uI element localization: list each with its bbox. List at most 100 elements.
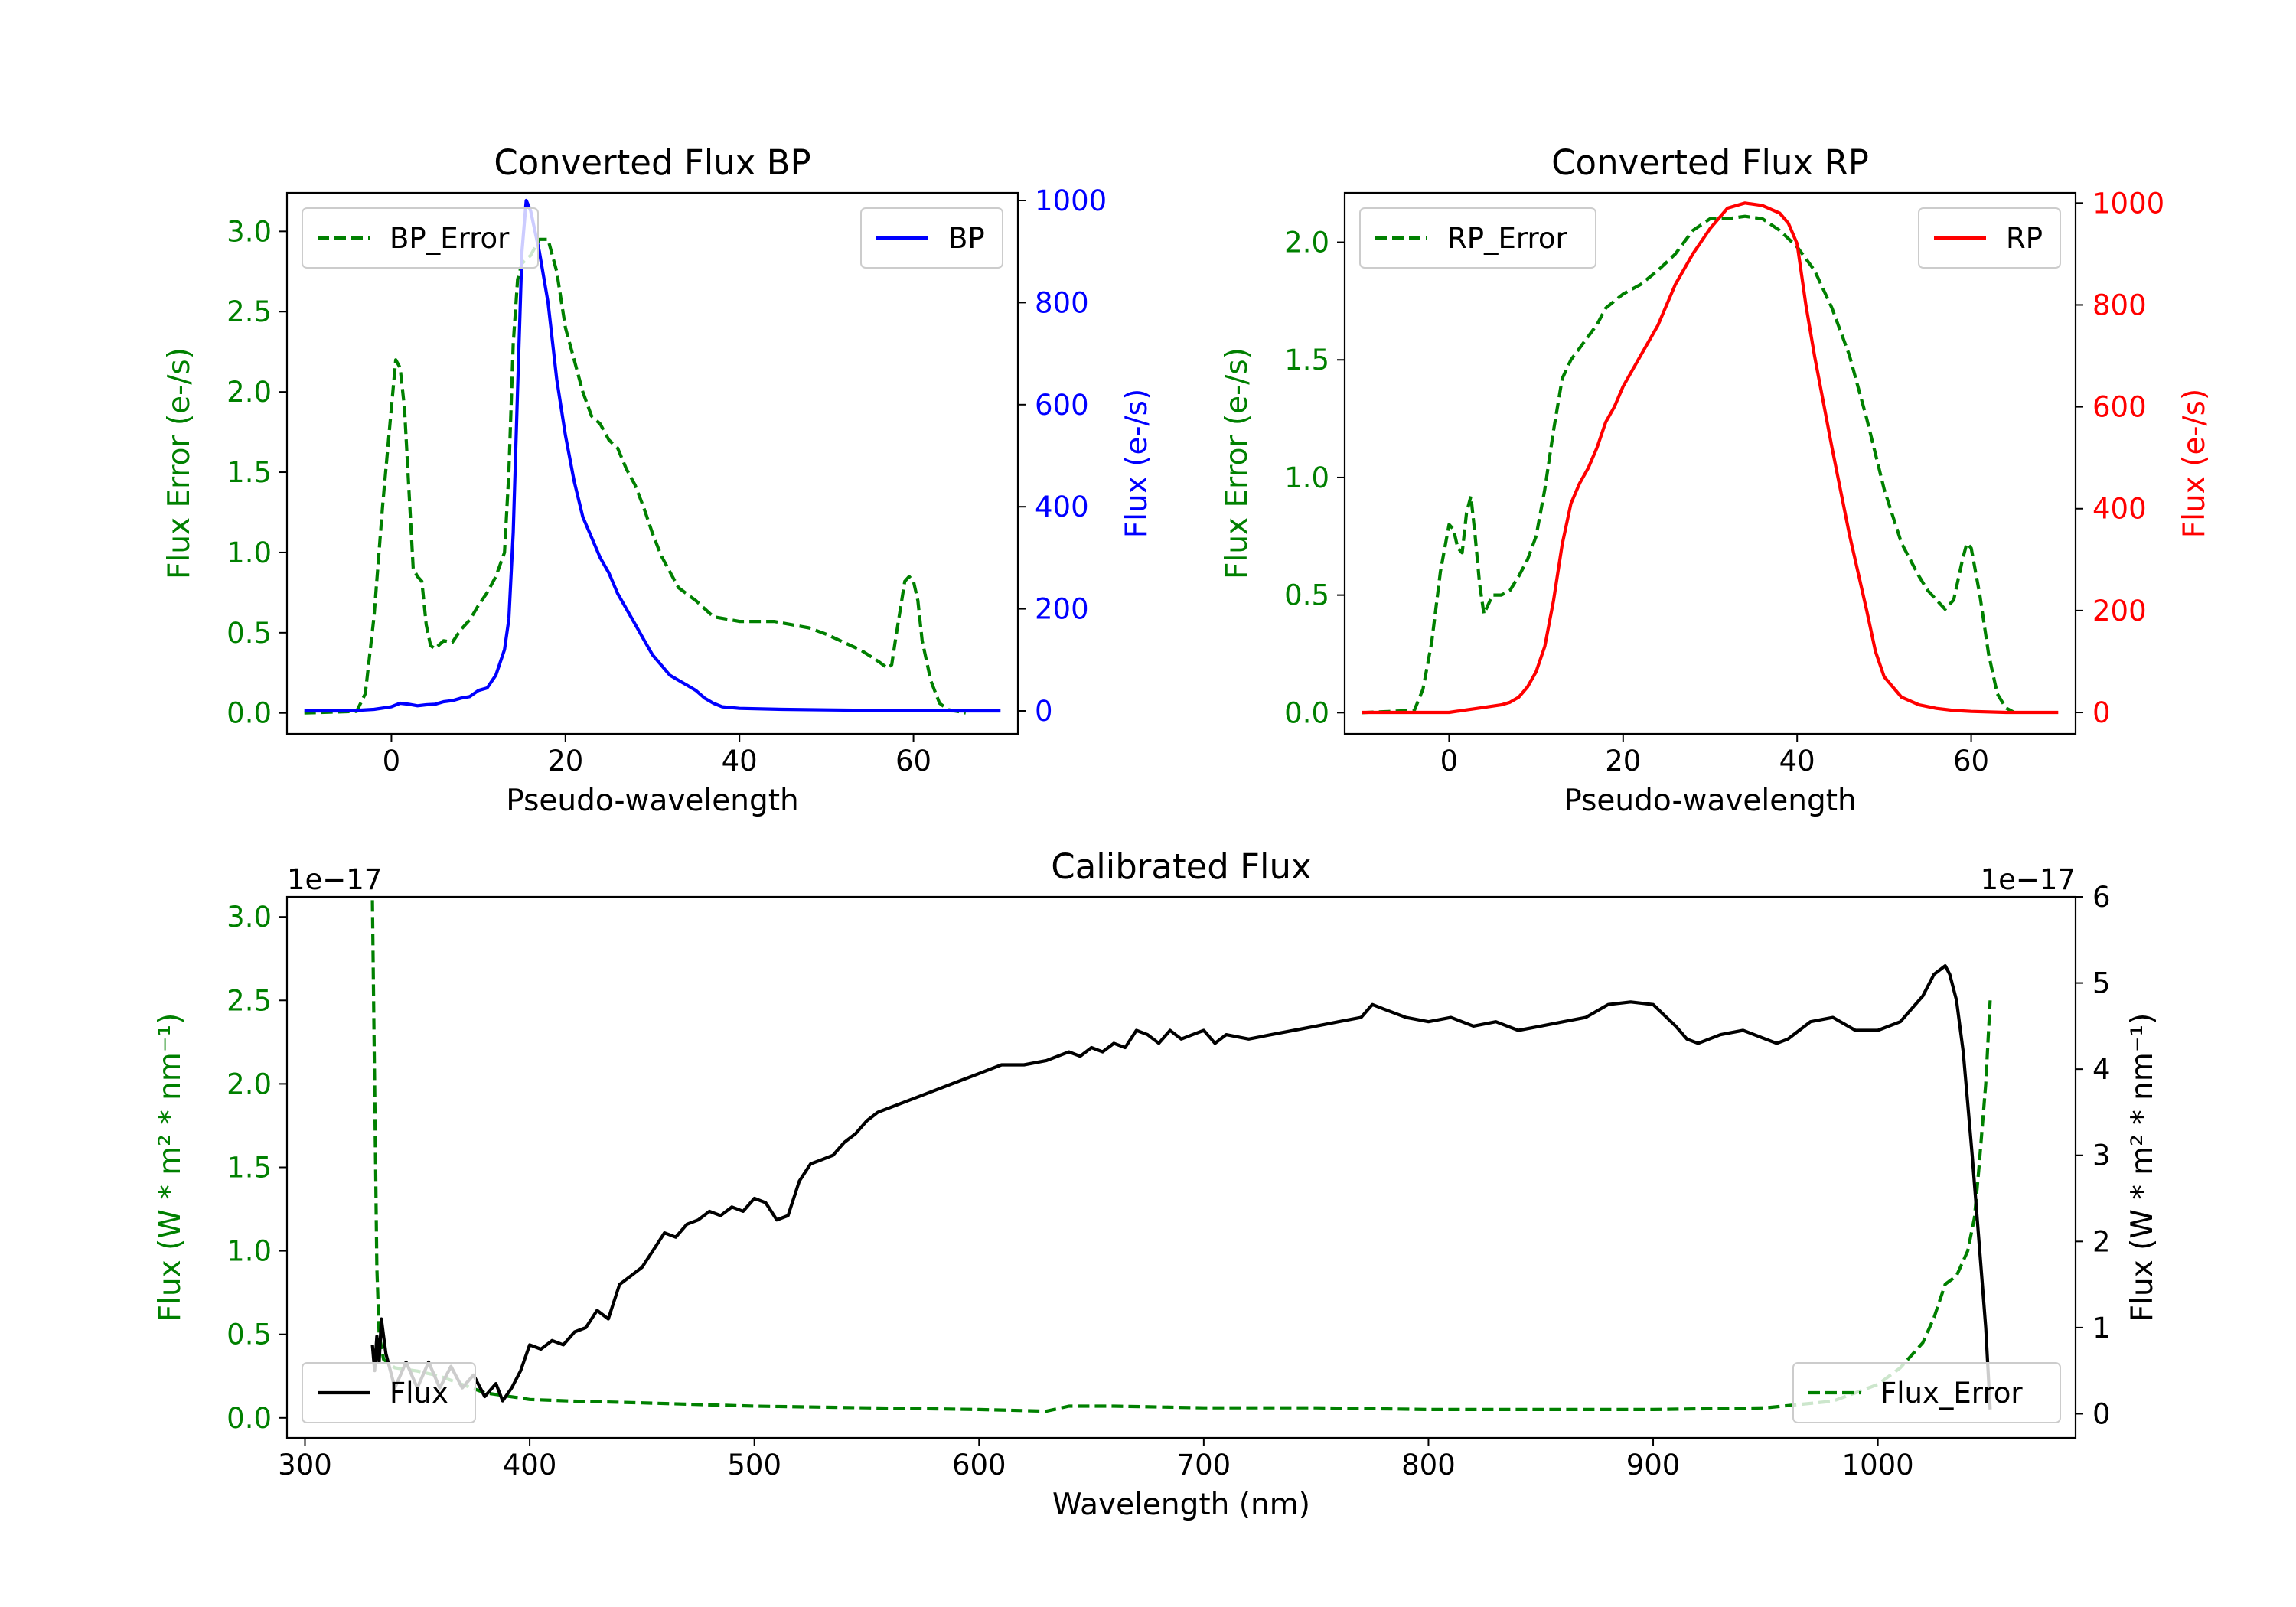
right-y-tick-label: 200 <box>2092 595 2147 627</box>
legend-bp-error: BP_Error <box>302 207 539 269</box>
cal-chart: 300 400 500 600 700 800 900 1000 0.0 0.5 1.0 1.5 2.0… <box>153 846 2160 1522</box>
left-y-tick-label: 2.5 <box>227 295 272 328</box>
rp-right-y-axis-label: Flux (e-/s) <box>2177 389 2212 538</box>
right-y-tick-label: 6 <box>2092 881 2111 914</box>
legend-label: RP_Error <box>1447 222 1567 255</box>
left-y-tick-label: 1.5 <box>227 456 272 489</box>
legend-box <box>302 207 539 269</box>
x-tick-label: 20 <box>1605 745 1641 777</box>
x-tick-label: 400 <box>503 1449 557 1482</box>
right-y-tick-label: 3 <box>2092 1139 2111 1172</box>
left-y-tick-label: 2.0 <box>227 1068 272 1100</box>
right-y-tick-label: 1000 <box>2092 187 2164 220</box>
x-tick-label: 0 <box>383 745 401 777</box>
right-y-tick-label: 4 <box>2092 1053 2111 1086</box>
left-y-tick-label: 2.5 <box>227 984 272 1017</box>
right-y-tick-label: 5 <box>2092 967 2111 1000</box>
legend-flux: Flux <box>302 1362 476 1423</box>
legend-box <box>1359 207 1596 269</box>
rp-left-y-axis-label: Flux Error (e-/s) <box>1220 347 1254 579</box>
rp-chart-title: Converted Flux RP <box>1551 142 1869 183</box>
left-y-tick-label: 0.0 <box>1284 696 1329 729</box>
legend-label: Flux_Error <box>1880 1377 2023 1410</box>
x-tick-label: 0 <box>1440 745 1459 777</box>
left-y-tick-label: 0.0 <box>227 1402 272 1435</box>
cal-chart-title: Calibrated Flux <box>1051 846 1311 887</box>
bp-chart-title: Converted Flux BP <box>494 142 810 183</box>
right-y-tick-label: 0 <box>2092 1397 2111 1430</box>
legend-bp: BP <box>860 207 1003 269</box>
x-tick-label: 1000 <box>1842 1449 1914 1482</box>
right-y-tick-label: 1000 <box>1035 184 1107 217</box>
legend-box <box>1918 207 2061 269</box>
legend-box <box>1792 1362 2061 1423</box>
right-y-tick-label: 600 <box>2092 391 2147 424</box>
cal-left-y-axis-label: Flux (W * m² * nm⁻¹) <box>153 1013 188 1322</box>
left-y-tick-label: 3.0 <box>227 901 272 934</box>
right-y-tick-label: 400 <box>1035 491 1089 523</box>
legend-label: RP <box>2006 222 2043 255</box>
rp-axes-frame <box>1343 191 2077 735</box>
legend-rp: RP <box>1918 207 2061 269</box>
rp-x-axis-label: Pseudo-wavelength <box>1564 784 1856 818</box>
series-line-rp-error <box>1362 214 2016 715</box>
series-line-flux <box>370 964 1992 1410</box>
series-line-bp <box>304 198 1001 713</box>
legend-label: BP_Error <box>390 222 510 255</box>
right-y-tick-label: 0 <box>1035 695 1053 728</box>
x-tick-label: 300 <box>278 1449 332 1482</box>
x-tick-label: 900 <box>1626 1449 1681 1482</box>
series-line-flux-error <box>370 900 1992 1413</box>
cal-series-group <box>370 900 1992 1413</box>
bp-chart: 0 20 40 60 0.0 0.5 1.0 1.5 2.0 2.5 3.0 0 200 400 600 80… <box>162 142 1154 818</box>
right-y-tick-label: 200 <box>1035 593 1089 626</box>
right-y-tick-label: 0 <box>2092 696 2111 729</box>
rp-series-group <box>1362 201 2059 715</box>
bp-axes-frame <box>285 191 1019 735</box>
cal-x-axis-label: Wavelength (nm) <box>1052 1488 1310 1522</box>
left-y-tick-label: 1.0 <box>227 536 272 569</box>
x-tick-label: 700 <box>1177 1449 1231 1482</box>
legend-box <box>860 207 1003 269</box>
legend-flux-error: Flux_Error <box>1792 1362 2061 1423</box>
right-y-tick-label: 800 <box>2092 288 2147 321</box>
cal-right-y-axis-label: Flux (W * m² * nm⁻¹) <box>2125 1013 2160 1322</box>
legend-label: Flux <box>390 1377 448 1410</box>
legend-label: BP <box>948 222 985 255</box>
bp-series-group <box>304 198 1001 715</box>
x-tick-label: 600 <box>952 1449 1006 1482</box>
cal-left-offset-text: 1e−17 <box>287 863 382 896</box>
series-line-rp <box>1362 201 2059 715</box>
left-y-tick-label: 3.0 <box>227 215 272 248</box>
x-tick-label: 40 <box>722 745 758 777</box>
left-y-tick-label: 1.0 <box>1284 461 1329 494</box>
x-tick-label: 60 <box>895 745 931 777</box>
left-y-tick-label: 0.5 <box>227 617 272 650</box>
left-y-tick-label: 2.0 <box>227 376 272 409</box>
x-tick-label: 60 <box>1953 745 1989 777</box>
left-y-tick-label: 0.5 <box>227 1319 272 1351</box>
legend-box <box>302 1362 476 1423</box>
right-y-tick-label: 600 <box>1035 389 1089 422</box>
left-y-tick-label: 2.0 <box>1284 227 1329 259</box>
series-line-bp-error <box>304 237 967 715</box>
left-y-tick-label: 1.0 <box>227 1235 272 1268</box>
left-y-tick-label: 0.0 <box>227 697 272 730</box>
right-y-tick-label: 800 <box>1035 286 1089 319</box>
x-tick-label: 20 <box>547 745 583 777</box>
left-y-tick-label: 0.5 <box>1284 579 1329 612</box>
bp-right-y-axis-label: Flux (e-/s) <box>1120 389 1154 538</box>
left-y-tick-label: 1.5 <box>1284 344 1329 376</box>
x-tick-label: 40 <box>1779 745 1815 777</box>
legend-rp-error: RP_Error <box>1359 207 1596 269</box>
rp-chart: 0 20 40 60 0.0 0.5 1.0 1.5 2.0 0 200 400 600 800 1000 C… <box>1220 142 2212 818</box>
cal-right-offset-text: 1e−17 <box>1981 863 2076 896</box>
left-y-tick-label: 1.5 <box>227 1152 272 1185</box>
bp-left-y-axis-label: Flux Error (e-/s) <box>162 347 197 579</box>
x-tick-label: 500 <box>727 1449 781 1482</box>
right-y-tick-label: 400 <box>2092 493 2147 526</box>
bp-x-axis-label: Pseudo-wavelength <box>506 784 798 818</box>
right-y-tick-label: 2 <box>2092 1225 2111 1258</box>
right-y-tick-label: 1 <box>2092 1312 2111 1345</box>
